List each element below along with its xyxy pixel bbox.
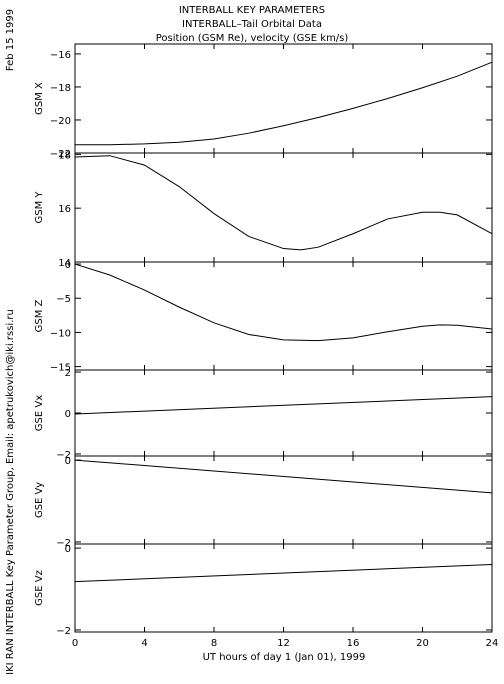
date-label: Feb 15 1999 [5,9,16,71]
chart-title-line-2: INTERBALL–Tail Orbital Data [182,19,322,30]
series-line-2 [74,155,493,251]
series-line-1 [75,61,493,146]
panel-frame-5 [74,455,493,545]
series-line-3 [74,263,493,342]
panel-frame-1 [74,43,493,154]
y-tick-label: −20 [50,116,71,127]
x-tick-label: 0 [72,638,78,649]
y-tick-label: −2 [56,538,71,549]
x-axis-label: UT hours of day 1 (Jan 01), 1999 [203,652,366,663]
y-tick-label: −10 [50,328,71,339]
y-tick-label: 14 [58,258,71,269]
y-tick-label: 18 [58,150,71,161]
y-tick-label: −18 [50,83,71,94]
series-line-4 [74,396,493,415]
y-axis-label: GSE Vy [34,482,45,518]
y-tick-label: −5 [56,294,71,305]
series-line-6 [74,563,493,583]
panel-frame-6 [74,543,493,633]
credit-label: IKI RAN INTERBALL Key Parameter Group, E… [5,309,16,675]
y-tick-label: 0 [65,544,71,555]
y-tick-label: 0 [65,260,71,271]
panel-frame-4 [74,369,493,457]
y-tick-label: 0 [65,456,71,467]
y-axis-label: GSM Y [34,191,45,224]
y-tick-label: −15 [50,363,71,374]
x-tick-label: 8 [211,638,217,649]
y-tick-label: 16 [58,204,71,215]
panel-frame-3 [74,261,493,371]
y-axis-label: GSM Z [34,299,45,332]
y-tick-label: 0 [65,409,71,420]
y-axis-label: GSM X [34,82,45,115]
chart-title-line-1: INTERBALL KEY PARAMETERS [179,5,325,16]
x-tick-label: 20 [416,638,429,649]
x-tick-label: 4 [141,638,147,649]
y-tick-label: −16 [50,50,71,61]
x-tick-label: 24 [486,638,499,649]
y-axis-label: GSE Vz [34,570,45,606]
x-tick-label: 12 [277,638,290,649]
y-tick-label: 2 [65,368,71,379]
panel-frame-2 [74,152,493,263]
x-tick-label: 16 [347,638,360,649]
y-axis-label: GSE Vx [34,395,45,431]
y-tick-label: −2 [56,626,71,637]
y-tick-label: −22 [50,149,71,160]
y-tick-label: −2 [56,450,71,461]
chart-title-line-3: Position (GSM Re), velocity (GSE km/s) [156,33,349,44]
series-line-5 [74,459,493,494]
